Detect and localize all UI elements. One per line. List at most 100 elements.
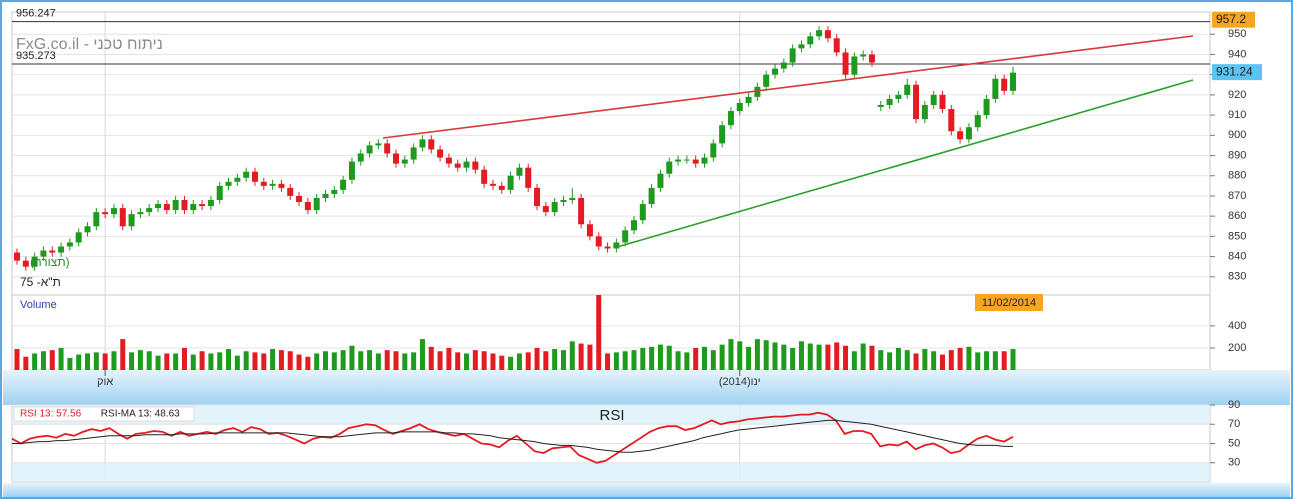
y-tick-label: 30: [1228, 457, 1240, 469]
candle-body: [622, 230, 629, 243]
candle-body: [58, 246, 65, 253]
volume-bar: [860, 343, 866, 370]
volume-bar: [772, 342, 778, 370]
candle-body: [393, 153, 400, 164]
volume-bar: [560, 350, 566, 370]
candle-body: [357, 153, 364, 162]
volume-bar: [464, 353, 470, 370]
volume-bar: [490, 353, 496, 370]
volume-bar: [173, 353, 179, 370]
candle-body: [895, 94, 902, 99]
volume-bar: [719, 344, 725, 370]
volume-bar: [358, 351, 364, 370]
volume-bar: [67, 357, 73, 370]
volume-bar: [922, 349, 928, 370]
volume-bar: [878, 350, 884, 370]
volume-bar: [666, 345, 672, 370]
candle-body: [648, 187, 655, 205]
volume-bar: [102, 353, 108, 370]
volume-bar: [869, 345, 875, 370]
volume-bar: [402, 353, 408, 370]
candle-body: [868, 54, 875, 63]
candle-body: [516, 167, 523, 176]
volume-bar: [340, 350, 346, 370]
candle-body: [630, 220, 637, 231]
level-label: 956.247: [16, 8, 56, 20]
volume-bar: [111, 351, 117, 370]
candle-body: [719, 125, 726, 144]
x-tick-label: אוק: [97, 376, 113, 388]
volume-bar: [393, 351, 399, 370]
date-strip: [3, 370, 1290, 405]
volume-bar: [790, 347, 796, 370]
volume-bar: [754, 339, 760, 370]
y-tick-label: 850: [1228, 230, 1246, 242]
candle-body: [754, 86, 761, 97]
candle-body: [269, 183, 276, 186]
legend-entry: RSI-MA 13: 48.63: [101, 409, 180, 420]
candle-body: [14, 252, 20, 261]
candle-body: [842, 52, 849, 75]
date-label-box: [975, 294, 1043, 311]
volume-bar: [763, 340, 769, 370]
volume-bar: [164, 353, 170, 370]
candle-body: [507, 175, 514, 190]
y-tick-label: 860: [1228, 210, 1246, 222]
volume-bar: [939, 354, 945, 370]
candle-body: [736, 102, 743, 112]
candle-body: [913, 84, 920, 120]
volume-bar: [816, 344, 822, 370]
instrument-label: ת"א- 75: [20, 275, 61, 289]
candle-body: [763, 74, 770, 87]
candle-body: [489, 183, 496, 186]
rsi-line: [11, 411, 1014, 464]
candle-body: [428, 139, 435, 150]
volume-bar: [825, 344, 831, 370]
volume-bar: [702, 346, 708, 370]
y-tick-label: 910: [1228, 109, 1246, 121]
volume-bar: [508, 356, 514, 370]
candle-body: [939, 94, 946, 110]
candle-body: [463, 161, 470, 168]
volume-bar: [622, 351, 628, 370]
candle-body: [586, 224, 593, 237]
candle-body: [375, 143, 382, 146]
y-tick-label: 70: [1228, 418, 1240, 430]
volume-bar: [85, 353, 91, 370]
volume-bar: [948, 350, 954, 370]
y-tick-label: 830: [1228, 271, 1246, 283]
candle-body: [445, 157, 452, 164]
volume-bar: [984, 351, 990, 370]
volume-bar: [728, 339, 734, 370]
candle-body: [798, 44, 805, 49]
y-tick-label: 200: [1228, 342, 1246, 354]
volume-bar: [437, 351, 443, 370]
candle-body: [102, 212, 109, 215]
volume-bar: [605, 353, 611, 370]
x-tick-label: (2014)ינו: [719, 376, 761, 388]
candle-body: [410, 147, 417, 160]
watermark: FxG.co.il - ניתוח טכני: [16, 36, 163, 53]
volume-bar: [146, 351, 152, 370]
volume-bar: [957, 347, 963, 370]
volume-bar: [834, 342, 840, 370]
candle-body: [472, 161, 479, 170]
candle-body: [366, 145, 373, 154]
rsi-band: [12, 405, 1210, 425]
candle-body: [260, 181, 267, 186]
candle-body: [401, 159, 408, 164]
candle-body: [172, 199, 179, 211]
candle-body: [163, 204, 170, 211]
candle-body: [948, 109, 955, 132]
candle-body: [296, 195, 303, 203]
candle-body: [287, 187, 294, 196]
candle-body: [877, 104, 884, 108]
volume-bar: [428, 346, 434, 370]
level-label: 935.273: [16, 50, 56, 62]
candle-body: [1010, 72, 1016, 91]
candle-body: [569, 197, 576, 200]
volume-bar: [710, 350, 716, 370]
volume-bar: [446, 347, 452, 370]
price-label: 957.2: [1216, 12, 1246, 26]
